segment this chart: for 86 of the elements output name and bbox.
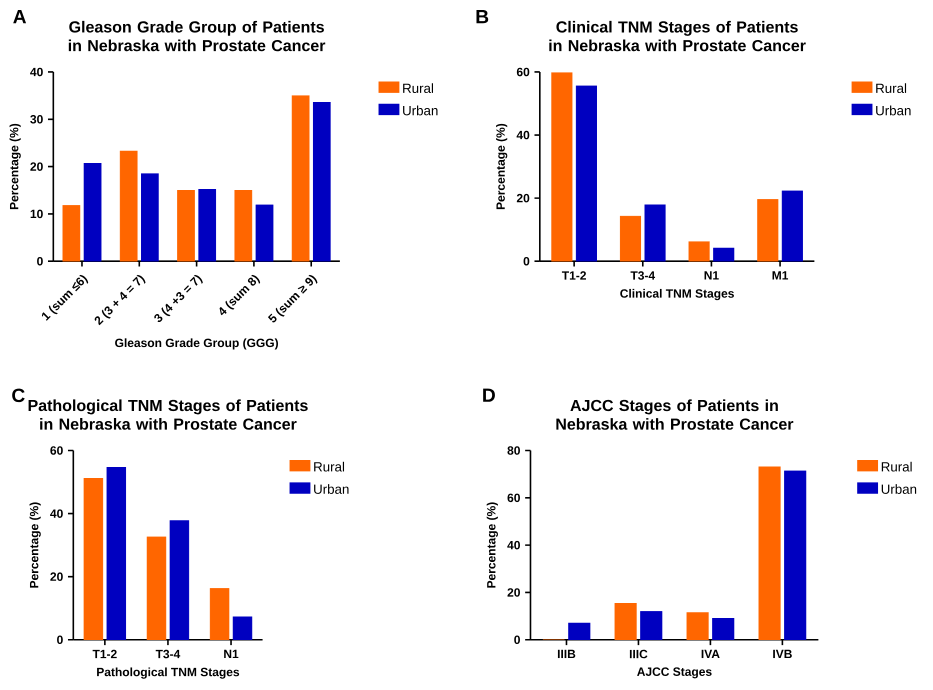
y-tick-label: 40 bbox=[30, 68, 43, 76]
y-axis-title: Percentage (%) bbox=[30, 502, 41, 588]
bar bbox=[234, 190, 252, 262]
legend-label: Rural bbox=[403, 83, 434, 93]
text: A bbox=[13, 10, 26, 24]
bar bbox=[146, 536, 166, 640]
y-axis-title: Percentage (%) bbox=[486, 502, 498, 588]
chart-title: Gleason Grade Group of Patients in Nebraska with Prostate Cancer bbox=[68, 20, 326, 52]
x-axis-title: AJCC Stages bbox=[637, 667, 712, 678]
chart-title: Clinical TNM Stages of Patients in Nebraska with Prostate Cancer bbox=[549, 20, 806, 52]
bar bbox=[576, 85, 597, 262]
x-tick-label: 3 (4 +3 = 7) bbox=[154, 274, 203, 322]
bar bbox=[551, 72, 572, 262]
text: B bbox=[476, 10, 488, 24]
x-tick-label: M1 bbox=[772, 271, 788, 280]
x-tick-label: IIIB bbox=[558, 650, 576, 658]
bar bbox=[210, 588, 230, 640]
bar bbox=[713, 248, 734, 262]
bar bbox=[758, 466, 781, 640]
bar bbox=[312, 102, 331, 262]
legend-label: Urban bbox=[314, 484, 349, 494]
y-tick-label: 0 bbox=[514, 635, 520, 644]
legend-label: Rural bbox=[882, 462, 912, 472]
y-tick-label: 80 bbox=[507, 446, 520, 455]
text: D bbox=[483, 388, 495, 402]
x-axis-title: Pathological TNM Stages bbox=[97, 667, 240, 678]
bar bbox=[620, 216, 642, 262]
legend-label: Rural bbox=[314, 462, 344, 472]
y-tick-label: 0 bbox=[37, 256, 43, 266]
legend-label: Urban bbox=[882, 484, 916, 494]
chart-title: AJCC Stages of Patients in Nebraska with Prostate Cancer bbox=[556, 399, 794, 430]
legend-label: Rural bbox=[876, 83, 906, 93]
bar bbox=[712, 618, 734, 640]
legend-label: Urban bbox=[876, 105, 911, 116]
text: C bbox=[12, 388, 25, 402]
y-tick-label: 60 bbox=[516, 68, 530, 76]
x-tick-label: T1-2 bbox=[562, 271, 586, 280]
legend-label: Urban bbox=[403, 105, 438, 116]
bar bbox=[170, 520, 190, 640]
bar bbox=[568, 622, 590, 640]
y-tick-label: 60 bbox=[50, 446, 63, 455]
y-tick-label: 60 bbox=[508, 493, 520, 502]
y-tick-label: 20 bbox=[30, 162, 43, 171]
bar bbox=[757, 198, 778, 262]
x-axis-title: Gleason Grade Group (GGG) bbox=[115, 338, 278, 350]
x-tick-label: T3-4 bbox=[156, 650, 180, 658]
bar bbox=[686, 612, 709, 640]
bar bbox=[614, 602, 637, 640]
bar bbox=[141, 173, 159, 262]
x-tick-label: IIIC bbox=[630, 650, 648, 658]
bar bbox=[640, 610, 662, 640]
bar bbox=[62, 204, 80, 262]
bar bbox=[120, 150, 138, 262]
y-axis-title: Percentage (%) bbox=[496, 124, 508, 209]
x-tick-label: 2 (3 + 4 = 7) bbox=[94, 274, 146, 326]
bar bbox=[198, 188, 216, 262]
bar bbox=[784, 470, 806, 640]
bar bbox=[177, 190, 195, 262]
x-tick-label: IVB bbox=[773, 650, 792, 658]
y-tick-label: 0 bbox=[57, 635, 63, 644]
y-tick-label: 20 bbox=[50, 572, 63, 581]
bar bbox=[84, 478, 104, 640]
bar bbox=[292, 95, 310, 262]
y-tick-label: 10 bbox=[30, 209, 43, 218]
bar bbox=[644, 204, 666, 262]
bar bbox=[84, 162, 102, 262]
y-tick-label: 40 bbox=[50, 509, 63, 518]
bar bbox=[782, 190, 803, 262]
x-tick-label: N1 bbox=[704, 271, 719, 280]
bar bbox=[232, 616, 252, 640]
x-tick-label: IVA bbox=[702, 650, 720, 658]
chart-title: Pathological TNM Stages of Patients in Nebraska with Prostate Cancer bbox=[28, 399, 308, 430]
y-tick-label: 30 bbox=[30, 114, 43, 124]
y-tick-label: 20 bbox=[508, 588, 520, 596]
x-tick-label: N1 bbox=[224, 650, 238, 658]
y-tick-label: 20 bbox=[516, 194, 530, 202]
bar bbox=[688, 241, 710, 262]
y-tick-label: 40 bbox=[516, 130, 530, 140]
x-axis-title: Clinical TNM Stages bbox=[620, 288, 734, 300]
x-tick-label: T1-2 bbox=[92, 650, 117, 658]
bar bbox=[106, 466, 126, 640]
x-tick-label: T3-4 bbox=[630, 271, 656, 280]
bar bbox=[256, 204, 274, 262]
y-tick-label: 0 bbox=[524, 256, 530, 266]
y-axis-title: Percentage (%) bbox=[10, 124, 21, 209]
y-tick-label: 40 bbox=[507, 540, 520, 550]
